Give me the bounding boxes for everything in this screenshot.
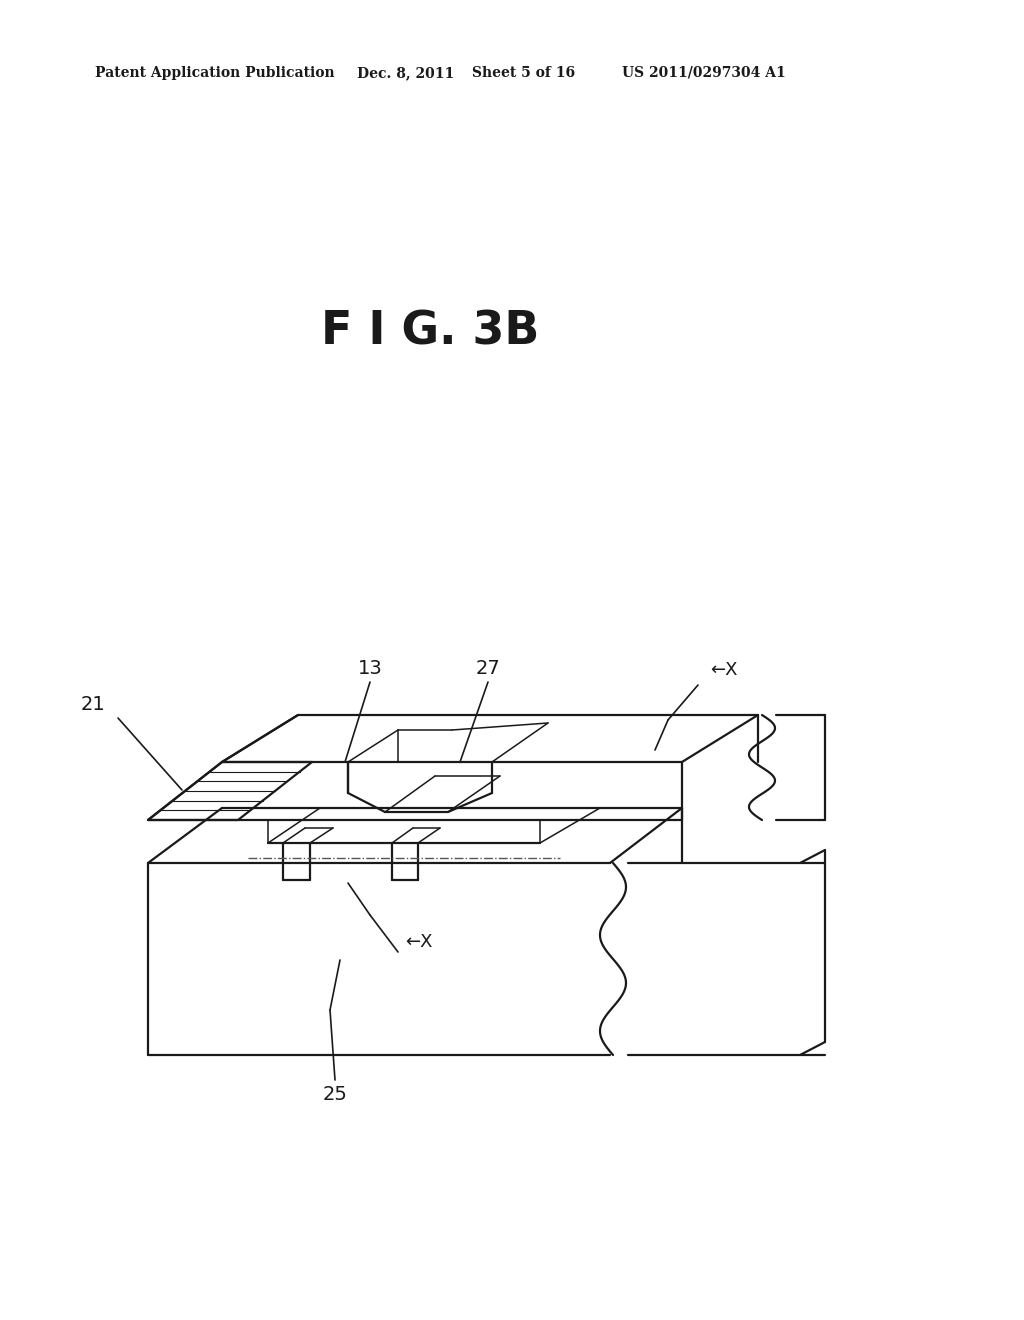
Text: 27: 27 <box>475 659 501 677</box>
Text: ←X: ←X <box>710 661 737 678</box>
Text: US 2011/0297304 A1: US 2011/0297304 A1 <box>622 66 785 81</box>
Text: Dec. 8, 2011: Dec. 8, 2011 <box>357 66 455 81</box>
Text: Patent Application Publication: Patent Application Publication <box>95 66 335 81</box>
Text: 25: 25 <box>323 1085 347 1105</box>
Text: ←X: ←X <box>406 933 432 950</box>
Text: 21: 21 <box>81 694 105 714</box>
Text: F I G. 3B: F I G. 3B <box>321 309 540 355</box>
Text: 13: 13 <box>357 659 382 677</box>
Text: Sheet 5 of 16: Sheet 5 of 16 <box>472 66 575 81</box>
